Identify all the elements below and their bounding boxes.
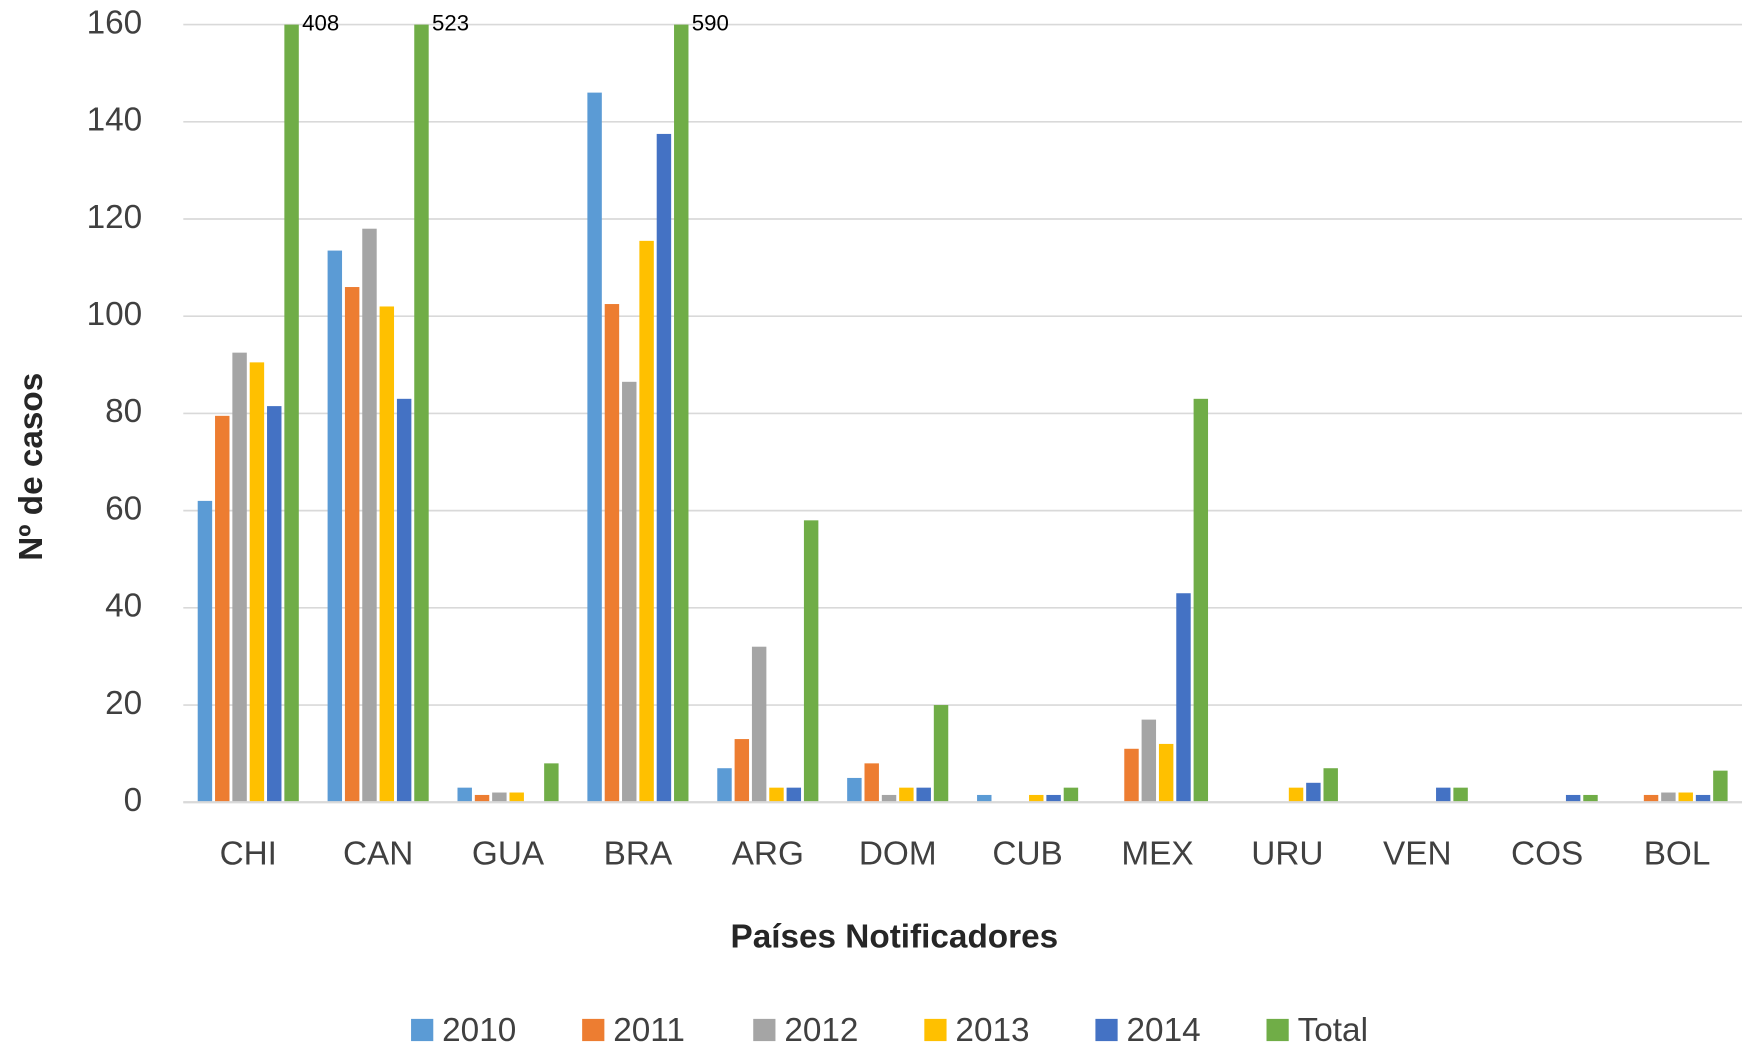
y-tick-label: 100 xyxy=(87,296,143,333)
bar xyxy=(769,787,784,803)
bar xyxy=(1063,787,1079,803)
legend-label: 2010 xyxy=(442,1012,516,1049)
bar xyxy=(933,705,949,803)
bar xyxy=(544,763,559,803)
y-tick-label: 160 xyxy=(87,4,143,41)
bar xyxy=(864,763,879,803)
bar xyxy=(379,306,395,803)
bar xyxy=(803,520,819,803)
bar xyxy=(786,787,802,803)
bar xyxy=(249,362,265,803)
bar xyxy=(396,398,412,803)
legend-swatch xyxy=(924,1018,947,1042)
bar xyxy=(1661,792,1676,803)
y-tick-label: 20 xyxy=(105,685,142,722)
legend-label: 2013 xyxy=(955,1012,1029,1049)
legend-swatch xyxy=(1095,1018,1118,1042)
legend-swatch xyxy=(411,1018,434,1042)
bar xyxy=(1046,794,1061,803)
bar xyxy=(1176,593,1191,803)
bar xyxy=(1193,398,1209,803)
bar xyxy=(1453,787,1468,803)
bar xyxy=(751,646,767,803)
bar xyxy=(215,415,230,803)
y-tick-label: 140 xyxy=(87,102,143,139)
x-tick-label: URU xyxy=(1251,835,1323,872)
bar xyxy=(1678,792,1693,803)
bar xyxy=(977,794,992,803)
bar xyxy=(639,240,654,803)
x-tick-label: CHI xyxy=(220,835,277,872)
bar xyxy=(1124,748,1139,803)
bar xyxy=(847,777,862,803)
bar xyxy=(1643,794,1659,803)
x-tick-label: CUB xyxy=(992,835,1062,872)
bar xyxy=(284,24,299,803)
bar xyxy=(1565,794,1581,803)
bar xyxy=(232,352,247,803)
y-tick-label: 120 xyxy=(87,199,143,236)
y-tick-label: 60 xyxy=(105,490,142,527)
bar xyxy=(916,787,931,803)
bar xyxy=(1288,787,1304,803)
data-label: 590 xyxy=(692,10,729,35)
bar xyxy=(474,794,490,803)
x-tick-label: CAN xyxy=(343,835,413,872)
bar xyxy=(414,24,429,803)
x-tick-label: ARG xyxy=(732,835,804,872)
bar xyxy=(344,287,360,803)
bar xyxy=(604,304,620,803)
bar xyxy=(1029,794,1044,803)
y-tick-label: 0 xyxy=(124,782,143,819)
legend-label: 2014 xyxy=(1127,1012,1201,1049)
bar xyxy=(509,792,524,803)
bar xyxy=(197,500,213,803)
y-tick-label: 80 xyxy=(105,393,142,430)
bar xyxy=(327,250,343,803)
legend-swatch xyxy=(1266,1018,1289,1042)
x-axis-title: Países Notificadores xyxy=(730,919,1058,956)
bar xyxy=(881,794,897,803)
bar xyxy=(1158,743,1174,803)
x-tick-label: GUA xyxy=(472,835,545,872)
x-tick-label: BOL xyxy=(1644,835,1711,872)
legend-label: 2011 xyxy=(613,1012,685,1049)
legend-swatch xyxy=(582,1018,605,1042)
bar xyxy=(734,739,750,803)
x-tick-label: BRA xyxy=(604,835,673,872)
bar xyxy=(492,792,507,803)
y-axis-title: Nº de casos xyxy=(13,373,50,561)
bar xyxy=(656,133,672,803)
data-label: 408 xyxy=(302,10,339,35)
legend-label: Total xyxy=(1298,1012,1368,1049)
bar xyxy=(674,24,689,803)
bars xyxy=(197,24,1728,803)
bar xyxy=(622,381,637,803)
bar xyxy=(717,768,732,803)
bar xyxy=(1141,719,1157,803)
data-label: 523 xyxy=(432,10,469,35)
x-tick-label: DOM xyxy=(859,835,937,872)
bar xyxy=(1583,794,1598,803)
x-tick-label: MEX xyxy=(1121,835,1193,872)
bar xyxy=(1323,768,1338,803)
bar xyxy=(1713,770,1728,803)
bar xyxy=(1306,782,1321,803)
legend-swatch xyxy=(753,1018,776,1042)
bar xyxy=(1436,787,1451,803)
bar xyxy=(587,92,602,803)
bar xyxy=(1695,794,1711,803)
bar xyxy=(899,787,914,803)
bar xyxy=(457,787,472,803)
legend-label: 2012 xyxy=(784,1012,858,1049)
y-tick-label: 40 xyxy=(105,588,142,625)
bar xyxy=(267,406,282,803)
x-tick-label: COS xyxy=(1511,835,1583,872)
x-tick-label: VEN xyxy=(1383,835,1451,872)
bar xyxy=(362,228,377,803)
